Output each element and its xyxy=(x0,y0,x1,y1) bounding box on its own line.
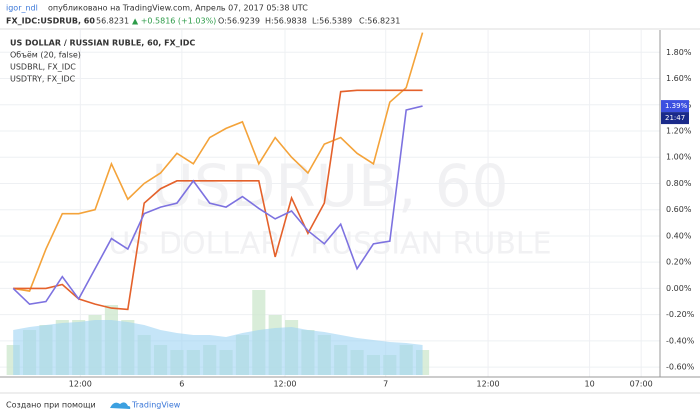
x-tick-label: 12:00 xyxy=(477,380,500,389)
price: 56.8231 xyxy=(96,17,129,26)
watermark-sub: US DOLLAR / RUSSIAN RUBLE xyxy=(108,227,551,262)
x-tick-label: 10 xyxy=(584,380,594,389)
change: ▲ +0.5816 (+1.03%) xyxy=(132,17,216,26)
y-tick-label: 1.60% xyxy=(666,74,692,83)
published: опубликовано на TradingView.com, Апрель … xyxy=(48,4,308,13)
y-tick-label: 0.00% xyxy=(666,284,692,293)
close: C:56.8231 xyxy=(359,17,400,26)
x-tick-label: 6 xyxy=(179,380,184,389)
y-tick-label: 0.60% xyxy=(666,205,692,214)
x-tick-label: 12:00 xyxy=(273,380,296,389)
y-tick-label: -0.40% xyxy=(666,336,695,345)
series-line xyxy=(13,89,423,311)
footer-brand[interactable]: TradingView xyxy=(131,401,181,410)
legend-entry: USDTRY, FX_IDC xyxy=(10,75,76,84)
x-tick-label: 07:00 xyxy=(630,380,653,389)
x-tick-label: 12:00 xyxy=(69,380,92,389)
series-line xyxy=(12,105,423,306)
y-tick-label: 0.80% xyxy=(666,179,692,188)
legend-entry: Объём (20, false) xyxy=(10,51,81,60)
legend-entry: US DOLLAR / RUSSIAN RUBLE, 60, FX_IDC xyxy=(10,39,195,48)
series-line xyxy=(13,32,424,292)
open: O:56.9239 xyxy=(218,17,260,26)
y-tick-label: 0.40% xyxy=(666,231,692,240)
y-tick-label: 1.00% xyxy=(666,153,692,162)
footer-text: Создано при помощи xyxy=(6,401,96,410)
y-tick-label: 0.20% xyxy=(666,258,692,267)
time-label: 21:47 xyxy=(665,114,685,122)
last-value-label: 1.39% xyxy=(665,102,688,110)
volume-ma-area xyxy=(13,320,423,375)
low: L:56.5389 xyxy=(312,17,352,26)
legend-entry: USDBRL, FX_IDC xyxy=(10,63,76,72)
y-tick-label: -0.60% xyxy=(666,363,695,372)
tradingview-logo xyxy=(110,402,131,409)
high: H:56.9838 xyxy=(265,17,307,26)
y-tick-label: 1.20% xyxy=(666,127,692,136)
time-box xyxy=(661,112,689,125)
author[interactable]: igor_ndl xyxy=(6,4,38,13)
y-tick-label: 1.80% xyxy=(666,48,692,57)
last-value-box xyxy=(661,100,689,113)
x-tick-label: 7 xyxy=(383,380,388,389)
symbol: FX_IDC:USDRUB, 60 xyxy=(6,17,95,26)
y-tick-label: -0.20% xyxy=(666,310,695,319)
